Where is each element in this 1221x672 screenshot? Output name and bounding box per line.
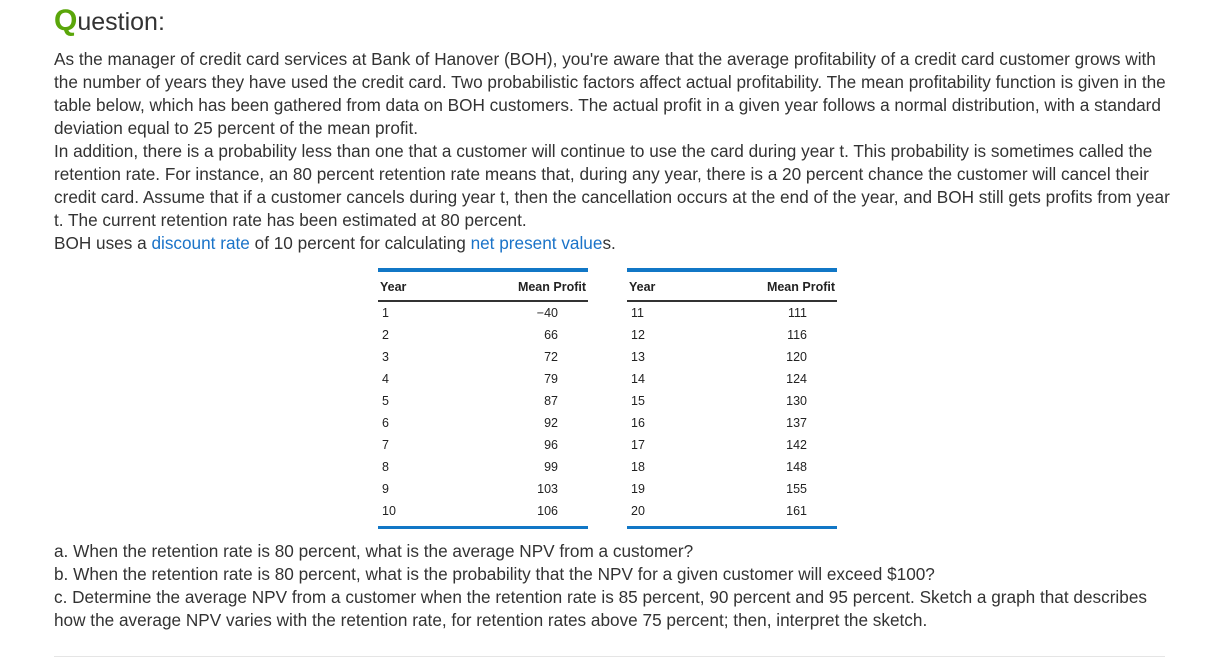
table-row: 13 120 bbox=[627, 346, 837, 368]
year-cell: 18 bbox=[631, 460, 645, 474]
question-b: b. When the retention rate is 80 percent… bbox=[54, 564, 935, 584]
profit-table-right: Year Mean Profit 11 111 12 116 13 120 14 124 15 130… bbox=[627, 268, 837, 529]
profit-cell: 111 bbox=[787, 306, 807, 320]
year-cell: 6 bbox=[382, 416, 389, 430]
text: of 10 percent for calculating bbox=[249, 233, 471, 253]
year-cell: 17 bbox=[631, 438, 645, 452]
paragraph-2: In addition, there is a probability less… bbox=[54, 141, 1170, 230]
profit-cell: 148 bbox=[786, 460, 807, 474]
profit-cell: 92 bbox=[544, 416, 558, 430]
paragraph-1: As the manager of credit card services a… bbox=[54, 49, 1166, 138]
profit-cell: 137 bbox=[786, 416, 807, 430]
year-cell: 20 bbox=[631, 504, 645, 518]
npv-link[interactable]: net present value bbox=[470, 233, 603, 253]
table-bottom-rule bbox=[378, 526, 588, 529]
table-row: 2 66 bbox=[378, 324, 588, 346]
table-row: 3 72 bbox=[378, 346, 588, 368]
table-top-rule bbox=[627, 268, 837, 272]
year-cell: 16 bbox=[631, 416, 645, 430]
profit-cell: 120 bbox=[786, 350, 807, 364]
table-row: 20 161 bbox=[627, 500, 837, 522]
table-row: 6 92 bbox=[378, 412, 588, 434]
year-cell: 11 bbox=[631, 306, 644, 320]
heading-initial: Q bbox=[54, 4, 78, 37]
profit-cell: 103 bbox=[537, 482, 558, 496]
profit-cell: 96 bbox=[544, 438, 558, 452]
profit-cell: 124 bbox=[786, 372, 807, 386]
profit-cell: −40 bbox=[536, 306, 558, 320]
table-row: 12 116 bbox=[627, 324, 837, 346]
discount-rate-link[interactable]: discount rate bbox=[151, 233, 250, 253]
table-row: 10 106 bbox=[378, 500, 588, 522]
table-row: 7 96 bbox=[378, 434, 588, 456]
table-row: 4 79 bbox=[378, 368, 588, 390]
table-header: Year Mean Profit bbox=[378, 272, 588, 302]
year-cell: 9 bbox=[382, 482, 389, 496]
table-row: 19 155 bbox=[627, 478, 837, 500]
year-cell: 15 bbox=[631, 394, 645, 408]
year-cell: 3 bbox=[382, 350, 389, 364]
year-cell: 4 bbox=[382, 372, 389, 386]
profit-table-left: Year Mean Profit 1 −40 2 66 3 72 4 79 5 87 6 92 7 96 8 99… bbox=[378, 268, 588, 529]
profit-cell: 155 bbox=[786, 482, 807, 496]
paragraph-3: BOH uses a discount rate of 10 percent f… bbox=[54, 232, 1174, 255]
table-bottom-rule bbox=[627, 526, 837, 529]
table-row: 5 87 bbox=[378, 390, 588, 412]
year-cell: 19 bbox=[631, 482, 645, 496]
heading-rest: uestion: bbox=[77, 8, 165, 36]
profit-cell: 116 bbox=[787, 328, 807, 342]
table-row: 17 142 bbox=[627, 434, 837, 456]
table-row: 15 130 bbox=[627, 390, 837, 412]
table-header: Year Mean Profit bbox=[627, 272, 837, 302]
profit-cell: 106 bbox=[537, 504, 558, 518]
divider bbox=[54, 656, 1165, 657]
header-mean-profit: Mean Profit bbox=[766, 280, 835, 294]
question-heading: Question: bbox=[54, 4, 165, 38]
profit-cell: 161 bbox=[786, 504, 807, 518]
table-row: 14 124 bbox=[627, 368, 837, 390]
year-cell: 8 bbox=[382, 460, 389, 474]
year-cell: 12 bbox=[631, 328, 645, 342]
year-cell: 5 bbox=[382, 394, 389, 408]
year-cell: 2 bbox=[382, 328, 389, 342]
text: s. bbox=[602, 233, 616, 253]
header-year: Year bbox=[380, 280, 407, 294]
question-body: As the manager of credit card services a… bbox=[54, 48, 1174, 255]
year-cell: 10 bbox=[382, 504, 396, 518]
profit-cell: 79 bbox=[544, 372, 558, 386]
table-row: 9 103 bbox=[378, 478, 588, 500]
year-cell: 7 bbox=[382, 438, 389, 452]
table-row: 11 111 bbox=[627, 302, 837, 324]
year-cell: 14 bbox=[631, 372, 645, 386]
profit-cell: 130 bbox=[786, 394, 807, 408]
profit-cell: 142 bbox=[786, 438, 807, 452]
question-parts: a. When the retention rate is 80 percent… bbox=[54, 540, 1174, 632]
header-mean-profit: Mean Profit bbox=[517, 280, 586, 294]
profit-cell: 87 bbox=[544, 394, 558, 408]
year-cell: 13 bbox=[631, 350, 645, 364]
year-cell: 1 bbox=[382, 306, 389, 320]
profit-cell: 99 bbox=[544, 460, 558, 474]
table-top-rule bbox=[378, 268, 588, 272]
text: BOH uses a bbox=[54, 233, 152, 253]
profit-cell: 66 bbox=[544, 328, 558, 342]
table-row: 18 148 bbox=[627, 456, 837, 478]
header-year: Year bbox=[629, 280, 656, 294]
profit-cell: 72 bbox=[544, 350, 558, 364]
table-row: 16 137 bbox=[627, 412, 837, 434]
question-c: c. Determine the average NPV from a cust… bbox=[54, 587, 1147, 630]
question-a: a. When the retention rate is 80 percent… bbox=[54, 541, 694, 561]
table-row: 1 −40 bbox=[378, 302, 588, 324]
table-row: 8 99 bbox=[378, 456, 588, 478]
